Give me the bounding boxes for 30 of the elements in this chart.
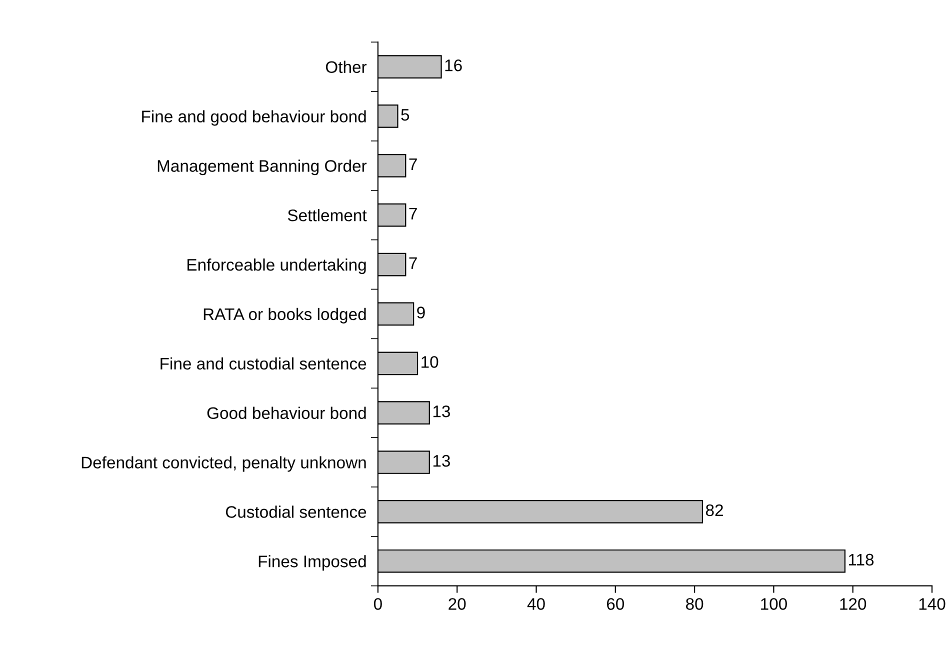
y-tick-label: Management Banning Order <box>158 160 367 176</box>
x-tick-label: 0 <box>374 598 382 610</box>
data-label: 7 <box>409 158 417 170</box>
x-tick-label: 40 <box>527 598 545 610</box>
data-label: 9 <box>417 306 425 318</box>
data-label: 82 <box>706 504 723 516</box>
y-tick-label: Fine and custodial sentence <box>160 357 366 370</box>
y-tick-label: Fine and good behaviour bond <box>142 110 366 126</box>
x-tick-label: 100 <box>761 598 787 610</box>
y-tick-label: Defendant convicted, penalty unknown <box>82 456 366 472</box>
data-label: 118 <box>848 554 874 566</box>
y-tick-label: Other <box>326 60 367 74</box>
data-label: 7 <box>409 257 417 269</box>
x-tick-label: 80 <box>686 598 704 610</box>
y-tick-label: Fines Imposed <box>258 555 366 571</box>
data-label: 7 <box>409 208 417 220</box>
y-tick-label: RATA or books lodged <box>204 308 366 324</box>
data-label: 16 <box>445 59 462 72</box>
data-label: 5 <box>401 109 410 121</box>
data-label: 13 <box>433 405 450 418</box>
data-label: 10 <box>422 356 438 368</box>
data-label: 13 <box>433 454 450 467</box>
x-tick-label: 140 <box>919 598 946 610</box>
y-tick-label: Custodial sentence <box>226 506 366 518</box>
y-tick-label: Enforceable undertaking <box>188 258 366 274</box>
x-tick-label: 20 <box>448 598 466 610</box>
x-tick-label: 120 <box>840 598 866 610</box>
x-tick-label: 60 <box>606 598 624 610</box>
y-tick-label: Good behaviour bond <box>207 406 366 420</box>
y-tick-label: Settlement <box>288 209 367 222</box>
